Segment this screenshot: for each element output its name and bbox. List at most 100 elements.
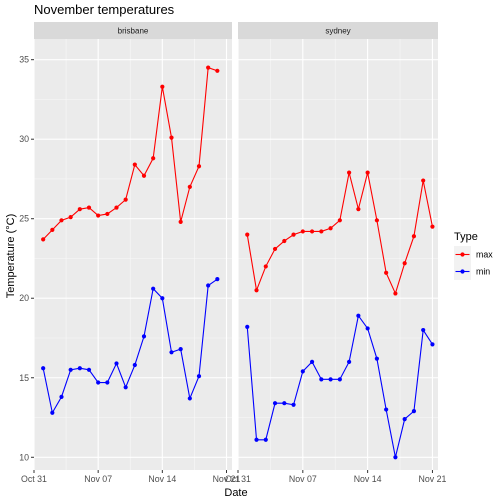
strip-sydney [238, 22, 438, 39]
data-point-brisbane-min [96, 380, 101, 385]
data-point-brisbane-max [50, 227, 55, 232]
data-point-sydney-min [384, 407, 389, 412]
data-point-brisbane-min [68, 367, 73, 372]
data-point-sydney-min [411, 409, 417, 414]
strip-label-sydney: sydney [325, 27, 350, 36]
data-point-brisbane-min [105, 380, 110, 385]
data-point-brisbane-max [86, 205, 92, 210]
x-tick-label: Oct 31 [225, 474, 251, 484]
panel-background [238, 39, 438, 470]
data-point-brisbane-min [196, 374, 202, 379]
y-tick-label: 10 [19, 452, 29, 462]
data-point-brisbane-max [169, 135, 174, 140]
data-point-sydney-max [309, 229, 315, 234]
legend-key-point [460, 269, 465, 274]
data-point-sydney-min [402, 417, 407, 422]
y-axis-title: Temperature (°C) [5, 214, 17, 298]
data-point-sydney-max [282, 238, 287, 244]
x-tick-label: Nov 14 [354, 474, 382, 484]
data-point-sydney-max [291, 232, 296, 237]
legend-label-max: max [476, 250, 493, 260]
data-point-brisbane-max [96, 213, 101, 218]
data-point-brisbane-min [77, 366, 82, 371]
data-point-sydney-min [300, 369, 305, 374]
data-point-brisbane-max [178, 219, 183, 224]
data-point-brisbane-min [151, 286, 156, 291]
panel-sydney: sydney [237, 22, 438, 470]
data-point-brisbane-min [41, 366, 46, 371]
data-point-brisbane-min [169, 350, 174, 355]
chart-title: November temperatures [34, 2, 175, 17]
data-point-sydney-max [263, 264, 268, 269]
data-point-sydney-max [245, 232, 250, 237]
data-point-sydney-max [319, 229, 324, 234]
data-point-sydney-min [393, 455, 398, 460]
panel-background [34, 39, 232, 470]
data-point-sydney-min [245, 324, 250, 329]
data-point-brisbane-min [86, 367, 92, 372]
legend-key-point [460, 252, 465, 257]
data-point-sydney-max [347, 170, 352, 175]
y-axis: 10 15 20 25 30 35 [19, 55, 34, 462]
x-tick-label: Oct 31 [21, 474, 47, 484]
data-point-sydney-min [374, 356, 379, 361]
data-point-brisbane-max [68, 215, 73, 220]
data-point-sydney-min [263, 437, 268, 442]
legend-entry-min: min [454, 263, 490, 280]
strip-label-brisbane: brisbane [118, 27, 149, 36]
panel-brisbane: brisbane [33, 22, 232, 470]
data-point-brisbane-min [160, 296, 165, 301]
data-point-brisbane-max [160, 84, 165, 89]
data-point-brisbane-min [59, 394, 64, 399]
data-point-sydney-max [300, 229, 305, 234]
data-point-brisbane-max [196, 164, 202, 169]
data-point-sydney-max [402, 261, 407, 266]
data-point-sydney-min [430, 342, 435, 347]
data-point-brisbane-min [50, 410, 55, 415]
data-point-brisbane-min [123, 385, 128, 390]
data-point-sydney-min [365, 326, 370, 331]
facet-panels: brisbane sydney [33, 22, 438, 470]
data-point-sydney-max [328, 226, 333, 231]
data-point-brisbane-max [41, 237, 46, 242]
y-tick-label: 20 [19, 293, 29, 303]
data-point-sydney-max [374, 218, 379, 223]
data-point-brisbane-max [187, 184, 192, 190]
data-point-brisbane-min [132, 362, 137, 368]
data-point-brisbane-min [187, 396, 192, 401]
x-tick-label: Nov 14 [148, 474, 176, 484]
data-point-sydney-max [384, 270, 389, 275]
data-point-sydney-max [337, 218, 342, 223]
legend-entry-max: max [454, 246, 493, 263]
data-point-sydney-max [411, 234, 417, 239]
data-point-brisbane-max [105, 211, 110, 217]
data-point-brisbane-max [206, 65, 211, 70]
data-point-brisbane-min [114, 361, 119, 366]
data-point-sydney-min [337, 377, 342, 382]
data-point-sydney-max [393, 291, 398, 296]
data-point-brisbane-max [151, 156, 156, 161]
data-point-sydney-min [282, 401, 287, 406]
y-tick-label: 25 [19, 214, 29, 224]
data-point-sydney-min [291, 402, 296, 407]
data-point-brisbane-max [77, 207, 82, 212]
legend-label-min: min [476, 267, 490, 277]
x-tick-label: Nov 21 [213, 474, 241, 484]
data-point-sydney-max [254, 288, 259, 293]
y-tick-label: 30 [19, 134, 29, 144]
data-point-sydney-min [421, 327, 426, 333]
data-point-brisbane-min [206, 283, 211, 288]
data-point-brisbane-min [141, 334, 147, 339]
data-point-sydney-min [272, 401, 278, 406]
y-tick-label: 15 [19, 373, 29, 383]
data-point-brisbane-min [178, 347, 183, 352]
data-point-brisbane-max [132, 162, 137, 167]
x-tick-label: Nov 21 [419, 474, 447, 484]
x-tick-label: Nov 07 [289, 474, 317, 484]
data-point-sydney-max [421, 178, 426, 183]
strip-brisbane [34, 22, 232, 39]
data-point-brisbane-max [123, 197, 128, 202]
data-point-sydney-max [356, 207, 361, 212]
